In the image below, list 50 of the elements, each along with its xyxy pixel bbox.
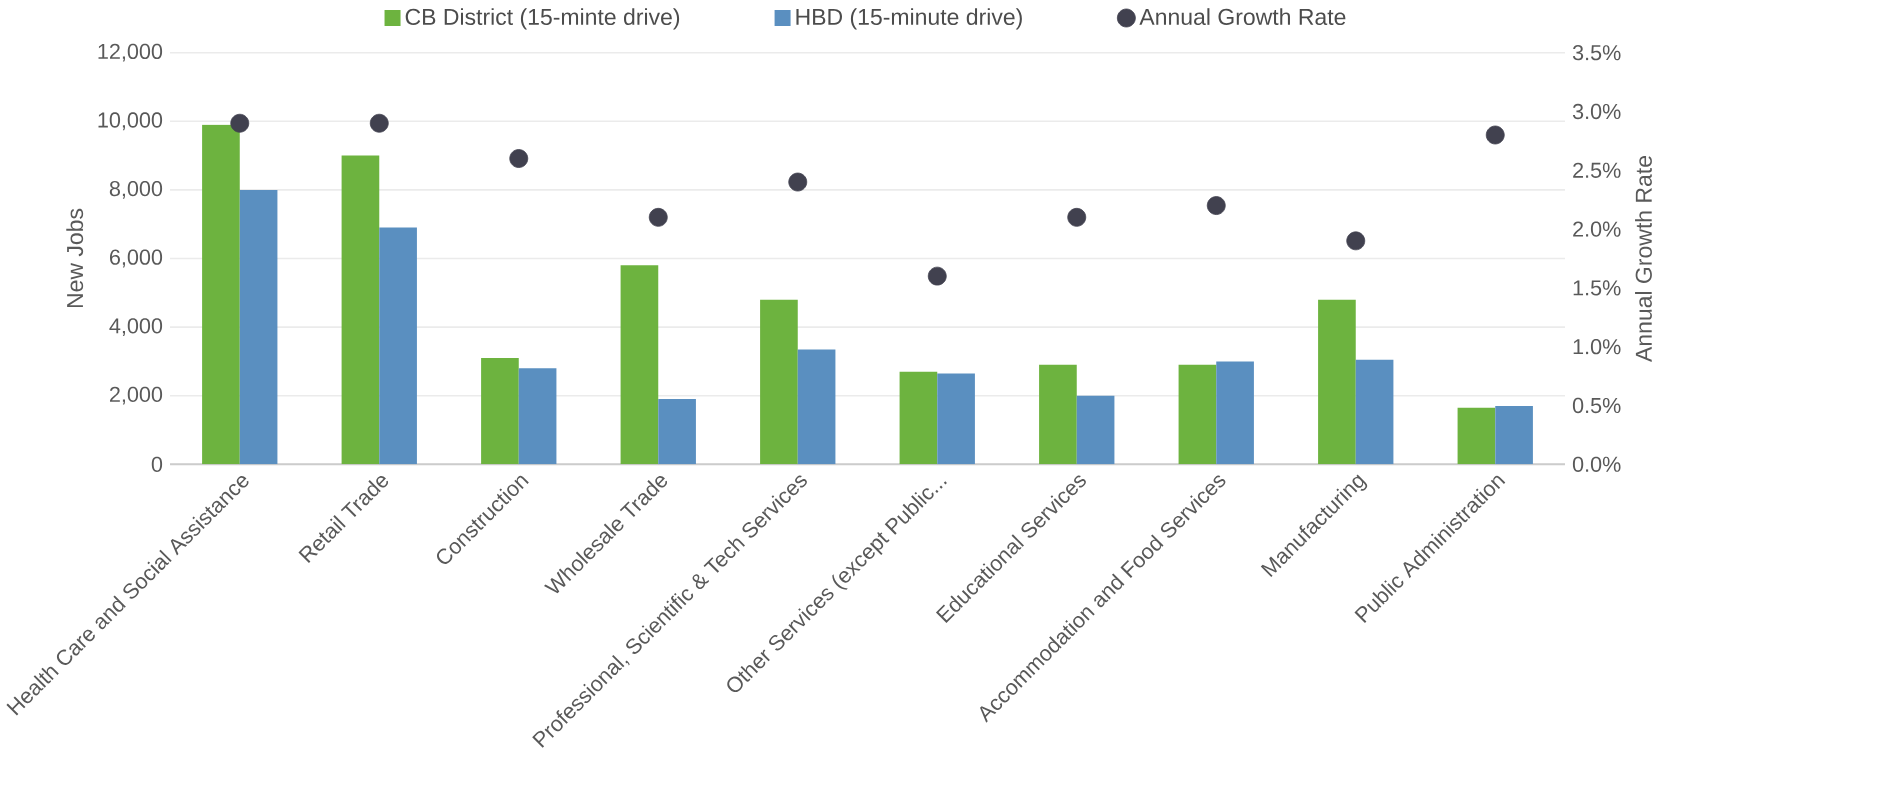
y-tick-label: 8,000 xyxy=(109,180,163,199)
y2-tick-label: 0.0% xyxy=(1572,456,1621,472)
bar xyxy=(1457,407,1496,465)
point xyxy=(230,113,250,133)
bar xyxy=(1178,364,1217,465)
y2-axis-title: Annual Growth Rate xyxy=(1635,156,1652,363)
bar xyxy=(1318,299,1356,465)
y2-tick-label: 3.5% xyxy=(1572,45,1621,61)
point xyxy=(509,149,529,168)
bar xyxy=(481,357,519,465)
bar xyxy=(1076,395,1115,465)
y2-tick-label: 0.5% xyxy=(1572,397,1621,414)
bar xyxy=(518,368,557,465)
y-tick-label: 2,000 xyxy=(109,386,163,405)
y2-tick-label: 3.0% xyxy=(1572,103,1621,120)
bar xyxy=(379,227,417,465)
bar xyxy=(202,124,240,465)
bar xyxy=(658,399,696,465)
y2-tick-label: 2.0% xyxy=(1573,221,1621,237)
point xyxy=(648,207,668,227)
point xyxy=(369,113,389,133)
bar xyxy=(239,189,278,465)
bar xyxy=(1495,405,1533,465)
point xyxy=(927,266,947,286)
bar xyxy=(341,155,380,465)
point xyxy=(1067,207,1087,227)
y-tick-label: 12,000 xyxy=(98,43,163,62)
y2-tick-label: 2.5% xyxy=(1573,162,1621,178)
y-tick-label: 0 xyxy=(151,456,163,472)
bar xyxy=(1039,364,1077,465)
y2-tick-label: 1.0% xyxy=(1573,339,1621,355)
bar xyxy=(937,373,975,465)
point xyxy=(1206,196,1226,215)
y-axis-title: New Jobs xyxy=(66,208,84,308)
point xyxy=(788,172,808,192)
bar xyxy=(620,265,659,465)
point xyxy=(1346,231,1366,251)
bar xyxy=(1216,361,1254,465)
bar xyxy=(797,349,836,465)
y2-tick-label: 1.5% xyxy=(1573,280,1621,296)
y-tick-label: 6,000 xyxy=(109,249,163,268)
legend-label: HBD (15-minute drive) xyxy=(796,8,1022,30)
bar xyxy=(899,371,938,465)
y-tick-label: 4,000 xyxy=(109,318,163,337)
y-tick-label: 10,000 xyxy=(98,112,163,131)
point xyxy=(1485,125,1505,145)
legend-label: Annual Growth Rate xyxy=(1139,8,1346,26)
bar xyxy=(760,299,798,465)
bar xyxy=(1355,359,1394,465)
legend-label: CB District (15-minte drive) xyxy=(405,8,680,30)
